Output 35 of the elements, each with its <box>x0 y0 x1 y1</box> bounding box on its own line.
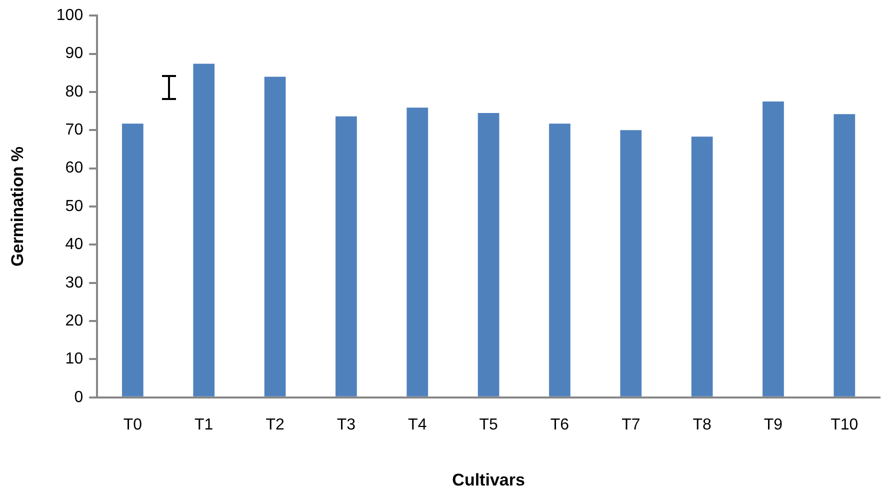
bar <box>691 136 713 396</box>
x-tick-label: T5 <box>479 416 498 434</box>
y-tick-label: 0 <box>74 388 84 406</box>
bar <box>406 108 428 396</box>
y-tick-label: 70 <box>65 122 84 139</box>
x-tick-label: T8 <box>692 416 712 434</box>
bar <box>478 112 500 396</box>
bar <box>264 76 286 396</box>
x-tick-label: T4 <box>408 416 427 434</box>
x-axis-title: Cultivars <box>452 470 525 490</box>
bar <box>193 64 215 396</box>
x-tick-label: T9 <box>764 416 783 434</box>
y-tick-label: 50 <box>65 198 84 215</box>
y-tick-label: 80 <box>65 83 84 100</box>
y-tick-label: 40 <box>65 236 84 254</box>
x-tick-label: T0 <box>123 416 142 434</box>
y-tick-label: 20 <box>65 312 84 330</box>
bar <box>834 114 856 396</box>
bar <box>549 124 570 396</box>
y-tick-label: 10 <box>65 350 84 368</box>
x-tick-label: T3 <box>336 416 356 434</box>
x-tick-label: T6 <box>550 416 570 434</box>
x-tick-label: T10 <box>830 416 858 434</box>
y-tick-label: 90 <box>65 45 84 62</box>
bar <box>336 116 357 396</box>
bar <box>762 102 784 396</box>
y-axis-title: Germination % <box>8 146 27 266</box>
y-tick-label: 30 <box>65 274 84 292</box>
y-tick-label: 60 <box>65 160 84 177</box>
x-tick-label: T1 <box>194 416 214 434</box>
bar <box>122 124 144 396</box>
y-tick-label: 100 <box>56 7 84 24</box>
x-tick-label: T7 <box>622 416 640 434</box>
bar <box>620 130 642 396</box>
x-tick-label: T2 <box>266 416 284 434</box>
